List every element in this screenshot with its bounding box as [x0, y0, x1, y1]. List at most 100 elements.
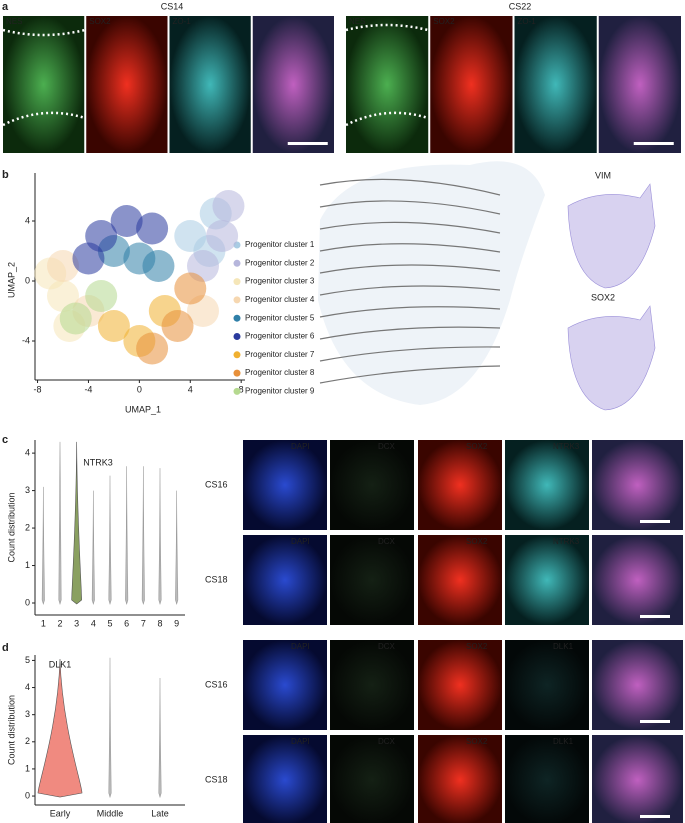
legend-swatch	[233, 314, 241, 322]
y-tick-label: 0	[25, 597, 30, 607]
y-tick-label: 1	[25, 763, 30, 773]
micrograph	[418, 735, 502, 823]
channel-label: DAPI	[291, 537, 310, 546]
legend-label: Progenitor cluster 2	[245, 258, 315, 267]
scale-bar	[640, 815, 670, 818]
micrograph	[505, 440, 589, 530]
micrograph	[592, 440, 683, 530]
x-tick-label: 4	[91, 618, 96, 628]
y-tick-label: 3	[25, 709, 30, 719]
channel-label: SOX2	[466, 642, 488, 651]
violin	[125, 466, 129, 606]
chart-title: NTRK3	[83, 457, 113, 467]
channel-label: DCX	[378, 537, 396, 546]
micrograph	[346, 16, 429, 153]
velocity-stream	[319, 306, 501, 318]
x-tick-label: Early	[50, 808, 71, 818]
x-tick-label: 8	[157, 618, 162, 628]
violin	[108, 657, 112, 799]
point	[206, 220, 239, 252]
micrograph	[330, 640, 414, 730]
panel-label: a	[2, 1, 9, 13]
micrograph	[243, 535, 327, 625]
y-tick-label: 0	[25, 790, 30, 800]
point	[136, 212, 169, 245]
micrograph	[430, 16, 513, 153]
micrograph	[598, 16, 681, 153]
group-title: CS22	[509, 1, 532, 11]
legend-label: Progenitor cluster 6	[245, 332, 315, 341]
legend-label: Progenitor cluster 3	[245, 277, 315, 286]
channel-label: DCX	[378, 737, 396, 746]
feature-title: VIM	[595, 170, 611, 180]
violin	[37, 659, 83, 798]
row-label: CS16	[205, 679, 228, 689]
point	[212, 190, 245, 222]
y-axis-label: UMAP_2	[6, 262, 16, 298]
y-tick-label: 4	[25, 447, 30, 457]
velocity-stream	[319, 178, 501, 196]
velocity-stream	[319, 221, 501, 234]
point	[59, 302, 92, 335]
panel-label: b	[2, 169, 9, 181]
x-tick-label: -4	[84, 384, 92, 394]
micrograph	[330, 735, 414, 823]
group-title: CS14	[161, 1, 184, 11]
x-axis-label: UMAP_1	[125, 404, 161, 414]
micrograph	[418, 535, 502, 625]
point	[97, 310, 130, 342]
legend-label: Progenitor cluster 4	[245, 295, 315, 304]
point	[110, 205, 143, 237]
channel-label: DAPI	[291, 442, 310, 451]
x-tick-label: 2	[57, 618, 62, 628]
legend-label: Progenitor cluster 1	[245, 240, 315, 249]
micrograph	[505, 535, 589, 625]
point	[174, 272, 207, 305]
channel-label: DLK1	[553, 737, 574, 746]
violin	[71, 441, 82, 605]
micrograph	[418, 440, 502, 530]
feature-cloud	[567, 305, 656, 411]
velocity-stream	[319, 243, 501, 253]
velocity-cloud	[318, 161, 545, 405]
y-tick-label: 5	[25, 655, 30, 665]
micrograph	[243, 440, 327, 530]
row-label: CS18	[205, 574, 228, 584]
violin	[58, 441, 62, 606]
micrograph	[592, 735, 683, 823]
x-tick-label: Middle	[97, 808, 124, 818]
micrograph	[505, 640, 589, 730]
micrograph	[505, 735, 589, 823]
channel-label: DAPI	[291, 737, 310, 746]
legend-swatch	[233, 351, 241, 359]
scale-bar	[640, 520, 670, 523]
point	[47, 250, 79, 282]
micrograph	[330, 535, 414, 625]
legend-label: Progenitor cluster 9	[245, 387, 315, 396]
channel-label: SOX2	[466, 442, 488, 451]
channel-label: DCX	[378, 642, 396, 651]
micrograph	[252, 16, 334, 153]
legend-label: Progenitor cluster 7	[245, 350, 315, 359]
x-tick-label: 8	[239, 384, 244, 394]
micrograph	[243, 640, 327, 730]
y-tick-label: 2	[25, 522, 30, 532]
channel-label: DAPI	[291, 642, 310, 651]
y-tick-label: 0	[25, 275, 30, 285]
micrograph	[169, 16, 251, 153]
legend-swatch	[233, 259, 241, 267]
violin	[108, 475, 112, 606]
scale-bar	[633, 142, 674, 145]
point	[161, 310, 194, 342]
channel-label: ZO-1	[173, 17, 192, 26]
x-tick-label: -8	[34, 384, 42, 394]
channel-label: ZO-1	[518, 17, 537, 26]
x-tick-label: 7	[141, 618, 146, 628]
point	[142, 250, 175, 282]
scale-bar	[287, 142, 328, 145]
point	[136, 332, 169, 365]
micrograph	[418, 640, 502, 730]
micrograph	[243, 735, 327, 823]
x-tick-label: 1	[41, 618, 46, 628]
violin	[41, 486, 45, 606]
